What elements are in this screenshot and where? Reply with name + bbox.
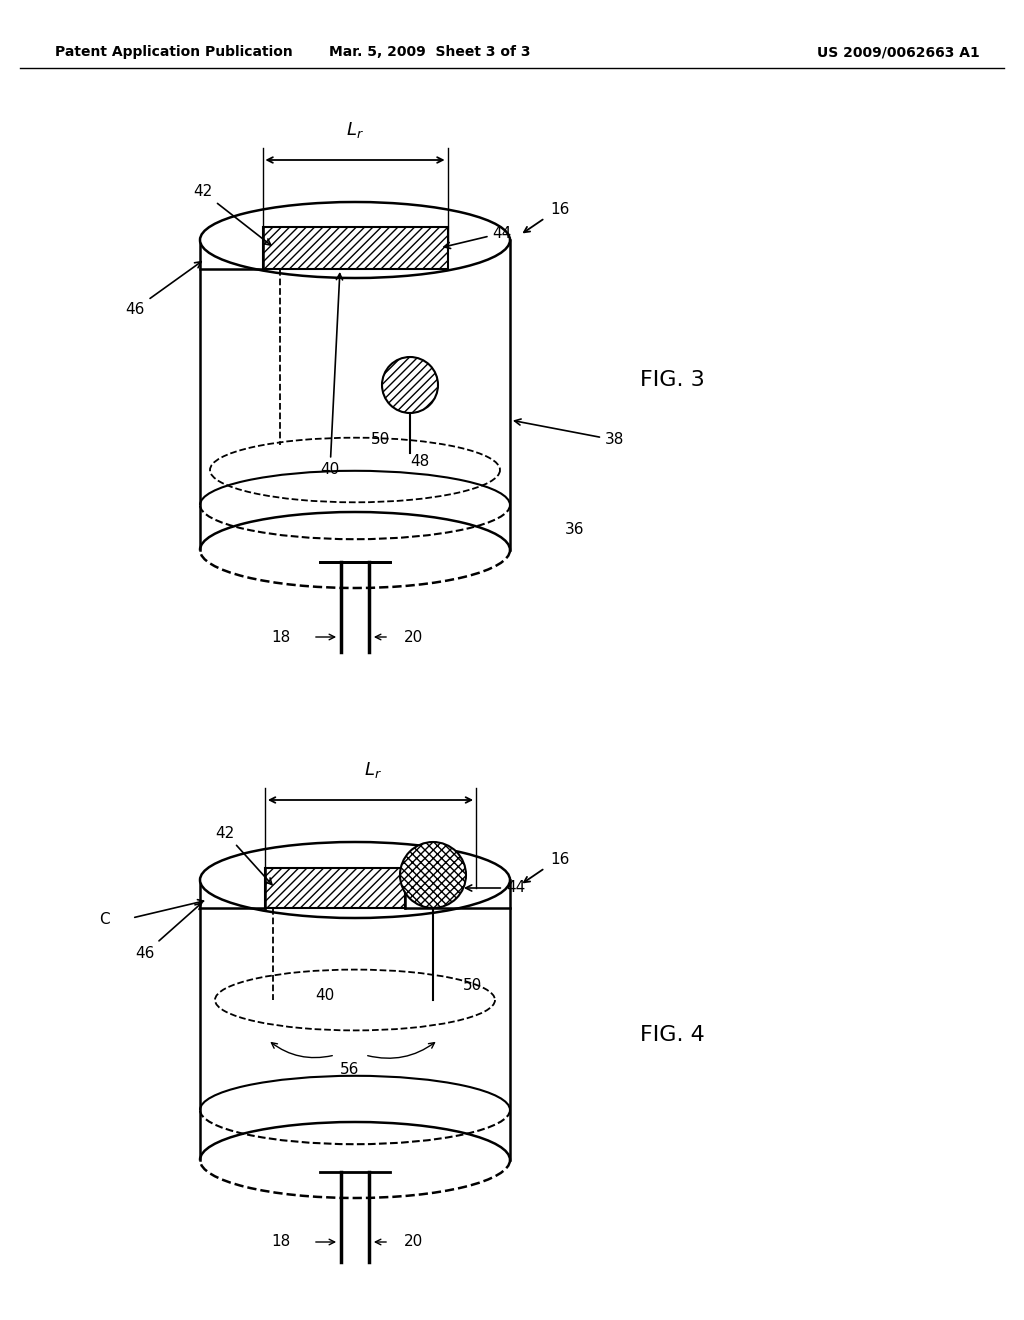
Text: 20: 20 [404,630,423,644]
Text: 50: 50 [371,433,389,447]
Text: US 2009/0062663 A1: US 2009/0062663 A1 [817,45,980,59]
Text: 42: 42 [194,185,270,246]
Text: 40: 40 [321,273,342,478]
Text: C: C [99,912,110,928]
Bar [262,227,447,269]
Ellipse shape [200,842,510,917]
Text: 16: 16 [550,202,569,218]
Text: 18: 18 [271,1234,291,1250]
Text: 44: 44 [466,880,525,895]
Text: 50: 50 [463,978,482,993]
Text: 16: 16 [550,853,569,867]
Text: 36: 36 [565,523,585,537]
Text: FIG. 3: FIG. 3 [640,370,705,389]
Circle shape [400,842,466,908]
Text: 46: 46 [126,261,202,317]
Text: FIG. 4: FIG. 4 [640,1026,705,1045]
Text: $L_r$: $L_r$ [365,760,382,780]
Circle shape [382,356,438,413]
Text: Mar. 5, 2009  Sheet 3 of 3: Mar. 5, 2009 Sheet 3 of 3 [330,45,530,59]
Text: 48: 48 [411,454,430,469]
Text: 46: 46 [135,903,202,961]
Bar [265,869,406,908]
Text: 38: 38 [514,418,625,447]
Text: 40: 40 [315,987,335,1002]
Text: 44: 44 [444,226,512,248]
Text: $L_r$: $L_r$ [346,120,364,140]
Text: 56: 56 [340,1063,359,1077]
Text: 42: 42 [216,825,272,884]
Ellipse shape [200,202,510,279]
Text: Patent Application Publication: Patent Application Publication [55,45,293,59]
Text: 18: 18 [271,630,291,644]
Text: 20: 20 [404,1234,423,1250]
